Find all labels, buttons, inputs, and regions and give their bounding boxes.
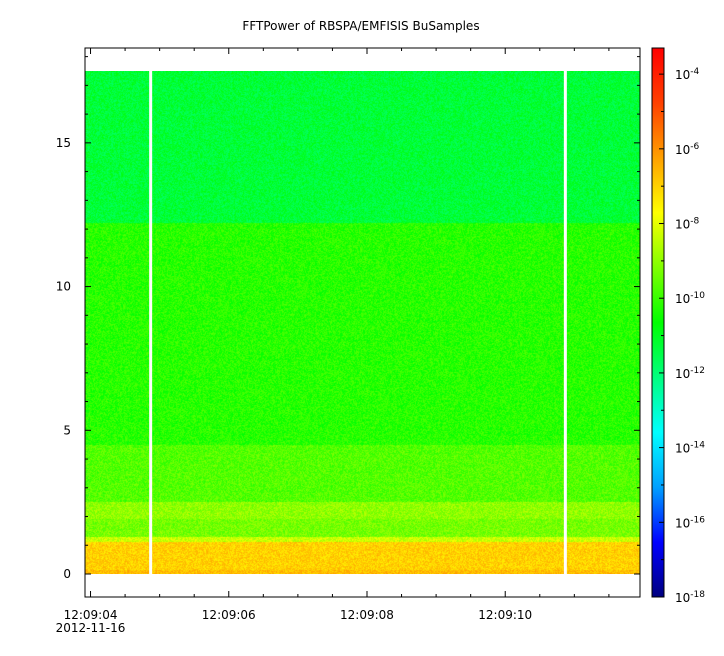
colorbar-tick-label: 10-10 xyxy=(675,291,705,306)
colorbar-scale xyxy=(651,47,665,598)
y-tick-label: 15 xyxy=(56,136,71,150)
data-gap-1 xyxy=(563,71,567,574)
x-tick-label: 12:09:04 xyxy=(64,608,118,622)
colorbar-tick-label: 10-4 xyxy=(675,67,700,82)
x-tick-label: 12:09:08 xyxy=(340,608,394,622)
x-tick-date-label: 2012-11-16 xyxy=(56,621,126,635)
colorbar-tick-label: 10-14 xyxy=(675,441,705,456)
plot-frame xyxy=(84,47,641,598)
data-gap-0 xyxy=(149,71,153,574)
y-tick-label: 5 xyxy=(63,423,71,437)
y-tick-label: 0 xyxy=(63,567,71,581)
x-tick-label: 12:09:06 xyxy=(202,608,256,622)
colorbar-tick-label: 10-8 xyxy=(675,217,700,232)
spectrogram-image xyxy=(85,71,640,574)
colorbar-tick-label: 10-6 xyxy=(675,142,700,157)
colorbar-tick-label: 10-12 xyxy=(675,366,705,381)
colorbar: 10-18 10-16 10-14 10-12 10-10 10-8 10-6 10-4 xyxy=(651,47,705,605)
colorbar-tick-label: 10-18 xyxy=(675,590,705,605)
colorbar-tick-label: 10-16 xyxy=(675,515,705,530)
x-tick-label: 12:09:10 xyxy=(478,608,532,622)
chart-title: FFTPower of RBSPA/EMFISIS BuSamples xyxy=(242,19,479,33)
y-tick-label: 10 xyxy=(56,280,71,294)
